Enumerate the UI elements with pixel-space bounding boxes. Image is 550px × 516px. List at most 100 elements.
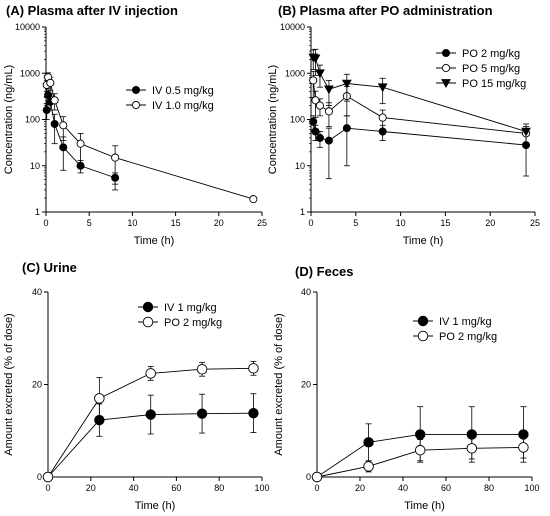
panel-b-series-1-point	[324, 136, 333, 145]
panel-a-x-tick-label: 25	[257, 218, 267, 228]
panel-b-x-tick-label: 5	[353, 218, 358, 228]
panel-d-series-2-point	[518, 442, 529, 453]
panel-b-series-3-point	[521, 127, 531, 137]
panel-c-series-1-point	[196, 408, 208, 419]
panel-b-y-label: Concentration (ng/mL)	[267, 65, 279, 174]
panel-a-series-1-point	[44, 90, 53, 99]
panel-c-x-tick-label: 0	[45, 483, 50, 493]
panel-b-series-3-point	[324, 85, 334, 95]
panel-d-series-2-point	[414, 444, 426, 456]
panel-d-series-2-point	[311, 471, 323, 483]
panel-b-series-2-point	[378, 113, 387, 122]
panel-c-legend-marker	[142, 316, 154, 328]
panel-b-y-tick-label: 1000	[285, 68, 305, 78]
panel-b-x-tick-label: 0	[308, 218, 313, 228]
panel-b-series-2-point	[311, 96, 320, 105]
panel-d-legend-label: PO 2 mg/kg	[439, 331, 497, 343]
panel-b-series-1-point	[311, 127, 320, 136]
panel-a-x-tick-label: 20	[214, 218, 224, 228]
panel-d-legend-label: IV 1 mg/kg	[439, 316, 492, 328]
panel-b-plot: 0 5 10 15 20 25 1 10 100 1000 10000 Time (h) Concent…	[267, 22, 540, 247]
panel-b-x-tick-label: 20	[485, 218, 495, 228]
panel-a-series-2-point	[59, 121, 68, 130]
panel-d-x-tick-label: 40	[398, 483, 408, 493]
panel-b-series-3-point	[310, 54, 321, 64]
panel-b-series-3-point	[315, 69, 325, 79]
panel-c-legend-label: IV 1 mg/kg	[164, 302, 217, 314]
panel-b-x-tick-label: 10	[396, 218, 406, 228]
panel-c-title: (C) Urine	[22, 260, 77, 275]
panel-d-y-label: Amount excreted (% of dose)	[273, 313, 285, 455]
panel-a-x-label: Time (h)	[134, 235, 175, 247]
panel-a-x-tick-label: 0	[43, 218, 48, 228]
panel-d-title: (D) Feces	[295, 264, 354, 279]
panel-a-plot: 0 5 10 15 20 25 1 10 100 1000 10000 Time (h) Concent…	[3, 22, 267, 247]
panel-c-plot: 0 20 40 60 80 100 0 20 40 Time (h) Amount excreted…	[3, 287, 270, 512]
panel-c-series-2-point	[42, 471, 54, 483]
panel-a-y-tick-label: 10000	[15, 22, 40, 32]
panel-c-series-2-point	[196, 363, 208, 375]
panel-c-legend-marker	[142, 301, 154, 313]
panel-b-legend-label: PO 15 mg/kg	[462, 78, 526, 90]
panel-b-series-3-point	[377, 83, 388, 93]
panel-c-series-2-point	[145, 368, 156, 379]
panel-c-x-tick-label: 40	[129, 483, 139, 493]
panel-a-series-2-point	[249, 195, 258, 204]
panel-c-y-tick-label: 20	[32, 380, 42, 390]
panel-a-series-2-line	[46, 75, 254, 200]
panel-d-y-tick-label: 20	[301, 380, 311, 390]
panel-c-x-label: Time (h)	[135, 500, 176, 512]
panel-d-series-1-point	[415, 429, 426, 440]
panel-c-x-tick-label: 100	[254, 483, 269, 493]
panel-b-legend-label: PO 2 mg/kg	[462, 48, 520, 60]
panel-b-x-tick-label: 15	[440, 218, 450, 228]
panel-b-y-tick-label: 10000	[280, 22, 305, 32]
panel-a-y-tick-label: 10	[30, 161, 40, 171]
panel-d-legend-marker	[417, 330, 429, 342]
panel-b-series-1-point	[309, 117, 318, 126]
panel-a-series-2-point	[76, 139, 85, 148]
panel-a-y-label: Concentration (ng/mL)	[3, 65, 15, 174]
panel-b-series-2-point	[324, 107, 333, 116]
panel-b-x-tick-label: 25	[530, 218, 540, 228]
panel-b-series-1-point	[315, 133, 324, 142]
panel-b-series-2-point	[309, 76, 318, 85]
panel-b-legend-marker	[441, 79, 451, 89]
panel-d-legend-marker	[417, 315, 429, 327]
panel-d-x-tick-label: 100	[524, 483, 539, 493]
panel-a-legend-marker	[131, 86, 140, 95]
panel-d-series-2-point	[363, 461, 374, 472]
panel-a-series-1-point	[50, 119, 59, 128]
panel-c-series-1-point	[145, 409, 156, 420]
panel-c-x-tick-label: 80	[214, 483, 224, 493]
panel-c-x-tick-label: 60	[171, 483, 181, 493]
panel-b-series-2-point	[315, 101, 325, 110]
panel-a-title: (A) Plasma after IV injection	[6, 3, 178, 18]
panel-a-y-tick-label: 1000	[20, 68, 40, 78]
panel-d-series-1-point	[363, 437, 374, 448]
panel-b-series-1-point	[342, 124, 351, 133]
panel-b-x-label: Time (h)	[403, 235, 444, 247]
panel-c-y-label: Amount excreted (% of dose)	[3, 313, 15, 455]
panel-a-legend-label: IV 1.0 mg/kg	[152, 100, 214, 112]
panel-b-legend-label: PO 5 mg/kg	[462, 63, 520, 75]
panel-a-y-tick-label: 1	[35, 207, 40, 217]
panel-b-title: (B) Plasma after PO administration	[278, 3, 493, 18]
panel-a-x-tick-label: 10	[127, 218, 137, 228]
panel-d-x-tick-label: 0	[314, 483, 319, 493]
panel-a-series-1-point	[59, 143, 68, 152]
panel-c-legend-label: PO 2 mg/kg	[164, 317, 222, 329]
panel-b-y-tick-label: 10	[295, 161, 305, 171]
panel-a-legend-marker	[131, 100, 141, 110]
panel-b-y-tick-label: 100	[290, 115, 305, 125]
panel-d-series-2-point	[466, 443, 478, 454]
panel-a-series-2-point	[46, 78, 55, 87]
panel-c-series-1-point	[248, 407, 259, 419]
panel-a-legend-label: IV 0.5 mg/kg	[152, 85, 214, 97]
panel-b-legend-marker	[441, 63, 451, 73]
panel-c-series-2-point	[248, 363, 259, 374]
panel-a-series-2-point	[50, 96, 59, 105]
panel-a-y-tick-label: 100	[25, 115, 40, 125]
panel-c-y-tick-label: 0	[37, 472, 42, 482]
